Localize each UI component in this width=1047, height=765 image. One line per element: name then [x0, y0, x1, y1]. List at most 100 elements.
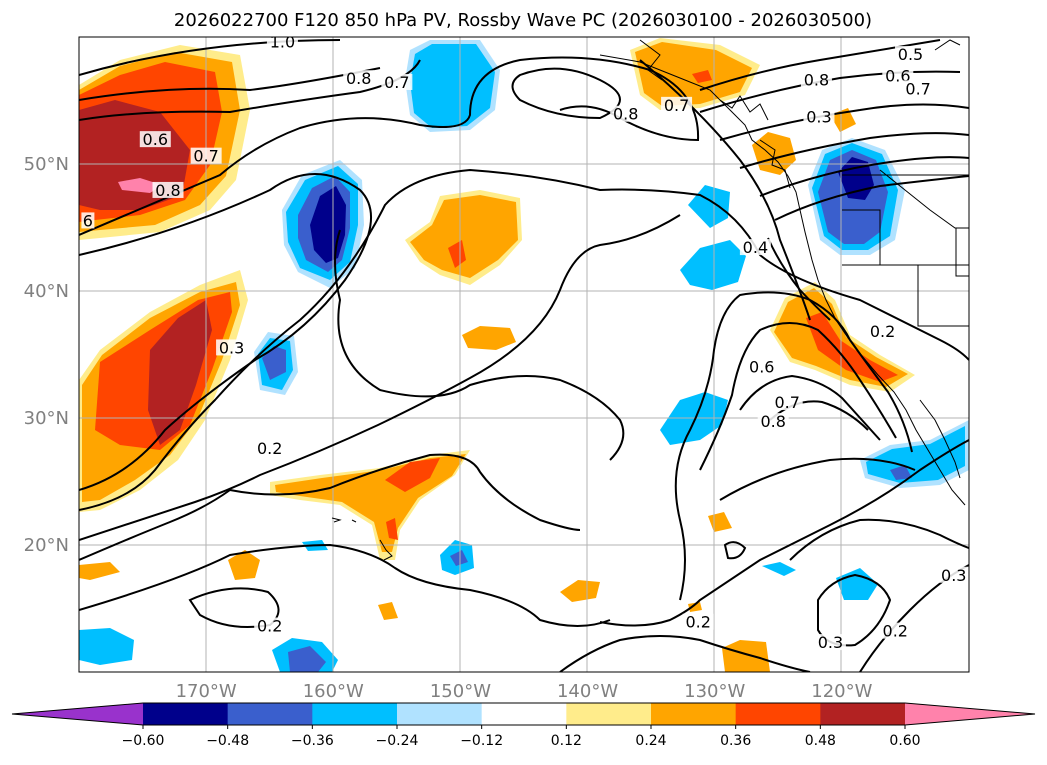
small-scattered-anomalies [79, 332, 878, 672]
contour-label-bg-10 [610, 105, 642, 122]
contour-label-9: 0.2 [257, 617, 282, 636]
colorbar-extend-high [905, 703, 1035, 725]
contour-label-bg-16 [803, 108, 835, 125]
contour-label-bg-0 [266, 37, 298, 50]
colorbar-tick-label-3: −0.24 [376, 733, 419, 749]
central-pacific-negative-anomaly [282, 160, 364, 288]
contour-label-23: 0.2 [883, 622, 908, 641]
colorbar-segment-6 [651, 703, 737, 725]
contour-label-14: 0.7 [905, 79, 930, 98]
lon-tick-label-2: 150°W [430, 681, 491, 702]
colorbar-segment-7 [735, 703, 821, 725]
alaska-panhandle-positive-anomaly [630, 38, 856, 175]
colorbar-tick-label-6: 0.24 [635, 733, 666, 749]
map-frame [78, 36, 970, 673]
contour-label-4: 0.7 [193, 147, 218, 166]
contour-label-bg-7 [216, 339, 248, 356]
colorbar-segment-1 [227, 703, 313, 725]
contour-label-bg-23 [879, 622, 911, 639]
latitude-axis-labels: 20°N 30°N 40°N 50°N [24, 154, 69, 556]
contour-label-bg-4 [190, 147, 222, 164]
lon-tick-label-5: 120°W [811, 681, 872, 702]
contour-label-20: 0.7 [774, 393, 799, 412]
lon-tick-label-3: 140°W [557, 681, 618, 702]
colorbar-segment-4 [481, 703, 567, 725]
colorbar-segment-0 [143, 703, 229, 725]
contour-label-3: 0.6 [143, 130, 168, 149]
contour-label-bg-20 [771, 394, 803, 411]
interior-northwest-negative-anomaly [808, 138, 905, 255]
contour-label-bg-18 [867, 322, 899, 339]
contour-labels: 1.00.8 0.70.60.70.860.30.20.20.8 0.70.50.6… [81, 32, 969, 652]
contour-label-bg-3 [139, 131, 171, 148]
lon-tick-label-0: 170°W [176, 681, 237, 702]
colorbar: −0.60 −0.48 −0.36 −0.24 −0.12 0.12 0.24 0.36 0.4… [11, 702, 1036, 749]
contour-label-6: 6 [83, 211, 93, 230]
gulf-of-alaska-negative-anomaly [405, 40, 500, 132]
lat-tick-label-3: 50°N [24, 154, 69, 175]
contour-label-bg-6 [81, 212, 95, 229]
chart-title: 2026022700 F120 850 hPa PV, Rossby Wave … [174, 10, 872, 31]
colorbar-tick-label-2: −0.36 [291, 733, 334, 749]
lon-tick-label-1: 160°W [303, 681, 364, 702]
lat-tick-label-2: 40°N [24, 281, 69, 302]
mid-pacific-positive-anomaly [405, 190, 522, 350]
contour-label-bg-12 [895, 46, 927, 63]
contour-label-bg-8 [254, 439, 286, 456]
contour-label-bg-22 [938, 566, 969, 583]
contour-label-bg-21 [757, 413, 789, 430]
contour-label-0: 1.0 [270, 32, 295, 51]
contour-label-bg-5 [152, 181, 184, 198]
contour-label-bg-11 [661, 96, 693, 113]
coastlines [331, 39, 969, 561]
contour-label-15: 0.8 [804, 70, 829, 89]
contour-label-bg-1 [343, 70, 375, 87]
colorbar-segment-2 [312, 703, 398, 725]
colorbar-tick-label-0: −0.60 [122, 733, 165, 749]
lon-tick-label-4: 130°W [684, 681, 745, 702]
contour-label-12: 0.5 [898, 45, 923, 64]
contour-label-bg-13 [882, 67, 914, 84]
contour-label-2: 0.7 [384, 73, 409, 92]
contour-label-11: 0.7 [664, 96, 689, 115]
pv-contours [79, 39, 969, 672]
contour-label-17: 0.4 [743, 238, 768, 257]
colorbar-segment-3 [397, 703, 483, 725]
contour-label-bg-15 [800, 71, 832, 88]
colorbar-extend-low [12, 703, 143, 725]
trade-wind-positive-band [270, 450, 470, 560]
colorbar-segment-8 [820, 703, 906, 725]
contour-label-19: 0.6 [749, 357, 774, 376]
contour-label-bg-9 [254, 617, 286, 634]
contour-label-bg-24 [814, 634, 846, 651]
colorbar-tick-label-1: −0.48 [206, 733, 249, 749]
contour-label-24: 0.3 [818, 633, 843, 652]
colorbar-tick-label-7: 0.36 [720, 733, 751, 749]
colorbar-tick-label-9: 0.60 [889, 733, 920, 749]
contour-label-1: 0.8 [346, 69, 371, 88]
colorbar-tick-label-8: 0.48 [805, 733, 836, 749]
contour-label-bg-17 [739, 239, 771, 256]
colorbar-tick-label-5: 0.12 [551, 733, 582, 749]
colorbar-segment-5 [566, 703, 652, 725]
colorbar-tick-label-4: −0.12 [460, 733, 503, 749]
contour-label-bg-25 [682, 613, 714, 630]
anomaly-shading [79, 38, 969, 672]
contour-label-10: 0.8 [613, 105, 638, 124]
contour-label-22: 0.3 [941, 566, 966, 585]
contour-label-bg-19 [746, 358, 778, 375]
longitude-axis-labels: 170°W 160°W 150°W 140°W 130°W 120°W [176, 681, 873, 702]
contour-label-21: 0.8 [760, 412, 785, 431]
contour-label-7: 0.3 [219, 338, 244, 357]
map-layers: 1.00.8 0.70.60.70.860.30.20.20.8 0.70.50.6… [79, 32, 969, 672]
contour-label-18: 0.2 [870, 322, 895, 341]
contour-label-5: 0.8 [155, 181, 180, 200]
contour-label-25: 0.2 [685, 613, 710, 632]
lat-tick-label-1: 30°N [24, 408, 69, 429]
contour-label-8: 0.2 [257, 439, 282, 458]
contour-label-bg-14 [902, 80, 934, 97]
contour-label-16: 0.3 [806, 107, 831, 126]
lat-tick-label-0: 20°N [24, 535, 69, 556]
contour-label-bg-2 [381, 73, 413, 90]
